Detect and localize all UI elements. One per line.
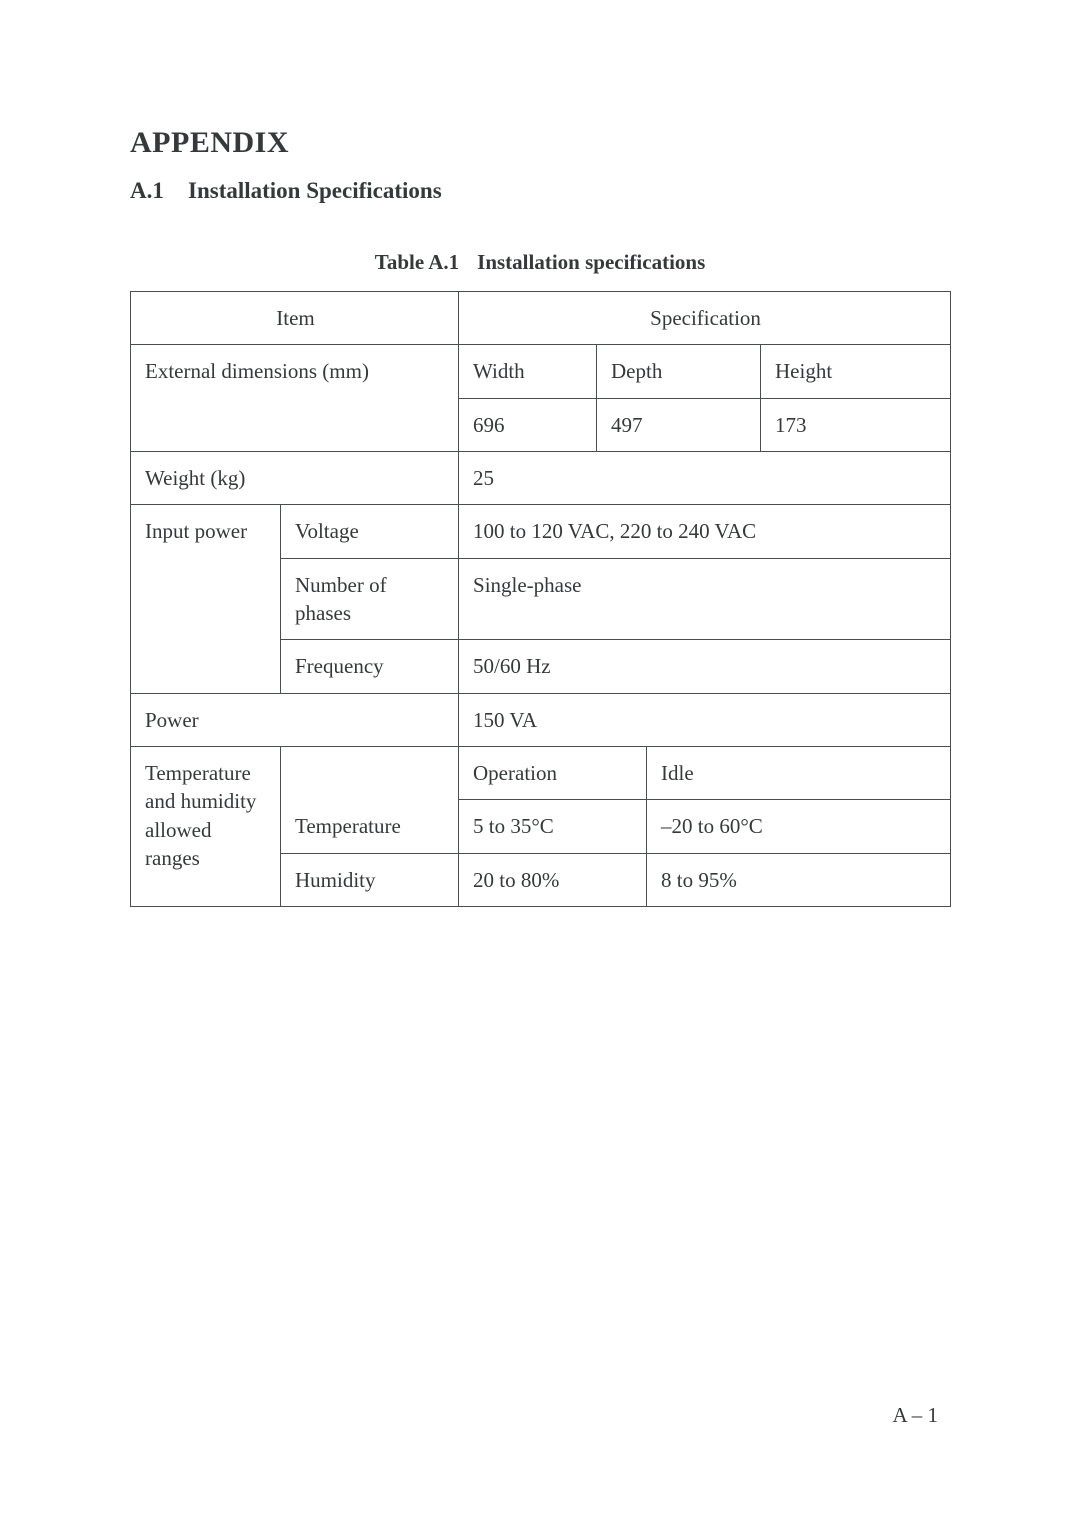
header-item: Item — [131, 292, 459, 345]
depth-val: 497 — [597, 398, 761, 451]
empty-cell — [281, 747, 459, 800]
section-title: Installation Specifications — [188, 178, 442, 203]
section-number: A.1 — [130, 178, 188, 204]
caption-text: Installation specifications — [477, 250, 705, 274]
table-caption: Table A.1 Installation specifications — [130, 250, 950, 275]
phases-label: Number of phases — [281, 558, 459, 640]
caption-label: Table A.1 — [375, 250, 459, 274]
height-val: 173 — [761, 398, 951, 451]
spec-table: Item Specification External dimensions (… — [130, 291, 951, 907]
power-label: Power — [131, 693, 459, 746]
humidity-op: 20 to 80% — [459, 853, 647, 906]
temperature-op: 5 to 35°C — [459, 800, 647, 853]
table-row: Item Specification — [131, 292, 951, 345]
voltage-label: Voltage — [281, 505, 459, 558]
table-row: Temperature and humidity allowed ranges … — [131, 747, 951, 800]
temp-hum-label: Temperature and humidity allowed ranges — [131, 747, 281, 907]
table-row: External dimensions (mm) Width Depth Hei… — [131, 345, 951, 398]
power-val: 150 VA — [459, 693, 951, 746]
temperature-label: Temperature — [281, 800, 459, 853]
table-row: Weight (kg) 25 — [131, 452, 951, 505]
width-label: Width — [459, 345, 597, 398]
table-row: Input power Voltage 100 to 120 VAC, 220 … — [131, 505, 951, 558]
temperature-idle: –20 to 60°C — [647, 800, 951, 853]
height-label: Height — [761, 345, 951, 398]
ext-dim-label: External dimensions (mm) — [131, 345, 459, 452]
page-footer: A – 1 — [892, 1403, 938, 1428]
appendix-heading: APPENDIX — [130, 126, 950, 160]
operation-label: Operation — [459, 747, 647, 800]
voltage-val: 100 to 120 VAC, 220 to 240 VAC — [459, 505, 951, 558]
freq-val: 50/60 Hz — [459, 640, 951, 693]
phases-val: Single-phase — [459, 558, 951, 640]
freq-label: Frequency — [281, 640, 459, 693]
table-row: Power 150 VA — [131, 693, 951, 746]
humidity-label: Humidity — [281, 853, 459, 906]
page: APPENDIX A.1Installation Specifications … — [0, 0, 1080, 1528]
section-heading: A.1Installation Specifications — [130, 178, 950, 204]
header-spec: Specification — [459, 292, 951, 345]
width-val: 696 — [459, 398, 597, 451]
weight-label: Weight (kg) — [131, 452, 459, 505]
input-power-label: Input power — [131, 505, 281, 693]
humidity-idle: 8 to 95% — [647, 853, 951, 906]
weight-val: 25 — [459, 452, 951, 505]
idle-label: Idle — [647, 747, 951, 800]
depth-label: Depth — [597, 345, 761, 398]
